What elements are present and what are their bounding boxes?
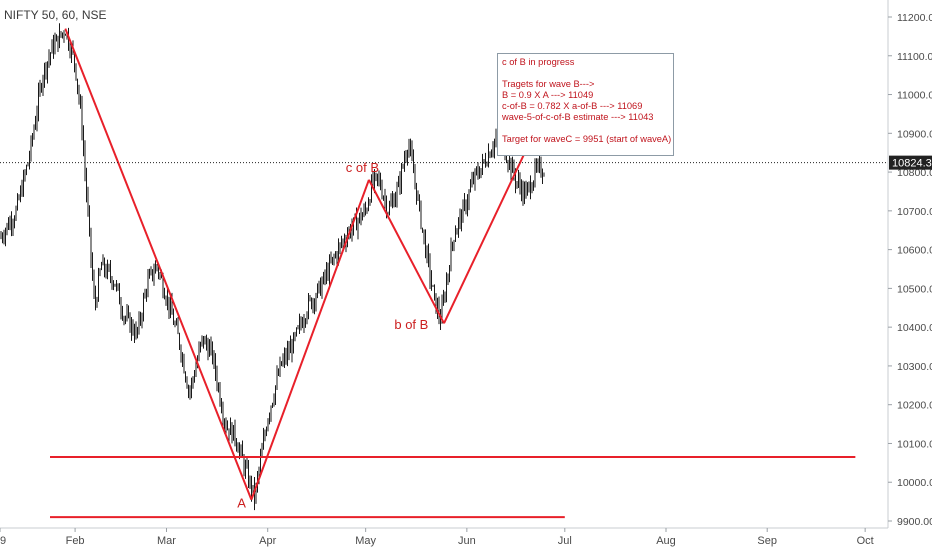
y-tick-label: 10400.00 (897, 322, 932, 334)
x-tick-label: Jun (458, 535, 476, 547)
x-tick-label: Aug (656, 535, 676, 547)
last-price-tag (889, 155, 932, 170)
annotation-line (502, 68, 669, 79)
y-tick-label: 11200.00 (897, 12, 932, 24)
annotation-line: c-of-B = 0.782 X a-of-B ---> 11069 (502, 101, 643, 111)
wave-segment-1 (64, 28, 253, 501)
annotation-line: Target for waveC = 9951 (start of waveA) (502, 134, 672, 144)
y-tick-label: 10700.00 (897, 206, 932, 218)
x-tick-label: 9 (0, 535, 6, 547)
y-tick-label: 11100.00 (897, 51, 932, 63)
wave-segment-2 (250, 179, 370, 501)
x-tick-label: May (355, 535, 376, 547)
y-tick-label: 10800.00 (897, 167, 932, 179)
y-tick-label: 10900.00 (897, 128, 932, 140)
x-tick-label: Jul (558, 535, 572, 547)
annotation-line (502, 123, 669, 134)
y-tick-label: 10500.00 (897, 283, 932, 295)
wave-label: b of B (394, 317, 428, 332)
y-tick-label: 9900.00 (897, 516, 932, 528)
x-tick-label: Oct (857, 535, 874, 547)
wave-label: c of B (346, 160, 379, 175)
y-tick-label: 10300.00 (897, 361, 932, 373)
wave-segment-3 (368, 179, 445, 324)
annotation-line: wave-5-of-c-of-B estimate ---> 11043 (502, 112, 654, 122)
symbol-title: NIFTY 50, 60, NSE (4, 8, 107, 22)
last-price-label: 10824.35 (892, 158, 932, 170)
x-tick-label: Mar (157, 535, 176, 547)
annotation-line: B = 0.9 X A ---> 11049 (502, 90, 594, 100)
y-tick-label: 11000.00 (897, 90, 932, 102)
y-tick-label: 10000.00 (897, 477, 932, 489)
x-tick-label: Feb (66, 535, 85, 547)
wave-label: A (237, 495, 246, 510)
y-tick-label: 10600.00 (897, 245, 932, 257)
y-tick-label: 10200.00 (897, 400, 932, 412)
annotation-line: Tragets for wave B---> (502, 79, 595, 89)
annotation-box[interactable]: c of B in progress Tragets for wave B--->… (497, 53, 674, 156)
x-tick-label: Sep (757, 535, 777, 547)
y-tick-label: 10100.00 (897, 438, 932, 450)
x-tick-label: Apr (259, 535, 276, 547)
annotation-line: c of B in progress (502, 57, 575, 67)
